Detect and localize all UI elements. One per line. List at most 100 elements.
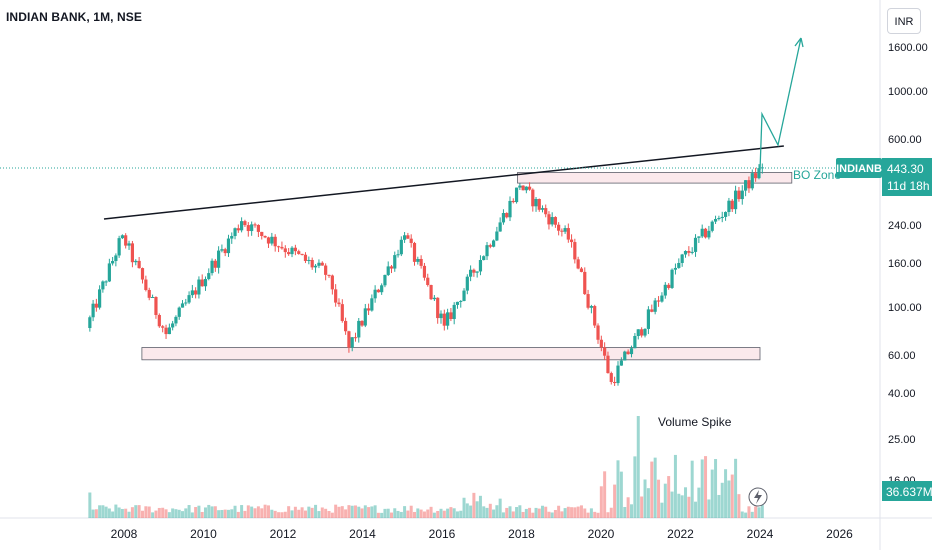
candle-body <box>310 259 314 268</box>
candle-body <box>583 271 587 295</box>
volume-bar <box>270 509 274 518</box>
volume-bar <box>657 479 661 518</box>
volume-bar <box>619 471 623 518</box>
volume-bar <box>690 460 694 518</box>
volume-bar <box>609 507 613 518</box>
candle-body <box>707 230 711 238</box>
volume-bar <box>684 487 688 518</box>
volume-bar <box>91 509 95 518</box>
candle-body <box>609 373 613 382</box>
volume-bar <box>297 509 301 518</box>
drawings: BO Zone Volume Spike <box>0 37 841 507</box>
volume-bar <box>310 507 314 518</box>
volume-bar <box>164 509 168 518</box>
last-price-text: 443.30 <box>887 162 924 176</box>
volume-bar <box>104 506 108 518</box>
candle-body <box>240 221 244 231</box>
candle-body <box>488 245 492 247</box>
candle-body <box>550 217 554 225</box>
chart-title: INDIAN BANK, 1M, NSE <box>6 10 143 24</box>
candle-body <box>263 236 267 238</box>
volume-bar <box>154 510 158 518</box>
candle-body <box>230 236 234 239</box>
volume-bar <box>717 494 721 518</box>
volume-bar <box>303 510 307 518</box>
price-tick-label: 60.00 <box>888 350 916 362</box>
candle-body <box>101 281 105 290</box>
candle-body <box>184 302 188 304</box>
volume-bar <box>337 506 341 518</box>
volume-bar <box>462 497 466 518</box>
volume-bar <box>573 507 577 518</box>
candle-body <box>619 360 623 366</box>
candle-body <box>606 355 610 374</box>
volume-bar <box>409 505 413 518</box>
time-tick-label: 2022 <box>667 527 694 541</box>
volume-bar <box>485 507 489 518</box>
volume-bar <box>576 506 580 518</box>
candle-body <box>383 274 387 286</box>
projection-path <box>759 37 802 171</box>
volume-bar <box>207 504 211 518</box>
volume-bar <box>277 512 281 518</box>
bo-zone-label: BO Zone <box>793 168 841 182</box>
volume-bar <box>422 511 426 518</box>
candle-body <box>353 337 358 339</box>
volume-bar <box>528 507 532 518</box>
candle-body <box>157 314 161 327</box>
candle-body <box>626 351 630 355</box>
volume-bar <box>380 512 384 518</box>
candle-body <box>663 284 667 296</box>
volume-bar <box>236 511 240 518</box>
candle-body <box>465 276 469 291</box>
volume-bar <box>340 506 344 518</box>
volume-bar <box>704 456 708 518</box>
volume-bar <box>710 469 714 518</box>
volume-bar <box>140 510 144 518</box>
volume-bar <box>117 507 121 518</box>
currency-button[interactable]: INR <box>887 8 921 34</box>
candle-body <box>187 295 191 303</box>
candle-body <box>683 250 688 255</box>
candle-body <box>287 252 291 255</box>
price-axis[interactable]: 40.00 60.00 100.00 160.00 240.00 600.00 1000.0… <box>879 0 928 550</box>
candle-body <box>750 173 754 189</box>
volume-bar <box>260 508 264 518</box>
candle-body <box>366 308 371 311</box>
volume-bar <box>426 509 430 518</box>
volume-bar <box>246 505 250 518</box>
volume-bar <box>350 505 354 518</box>
candle-body <box>154 297 158 315</box>
candle-body <box>547 214 551 225</box>
candle-body <box>167 327 171 335</box>
price-tick-label: 1600.00 <box>888 42 928 54</box>
candle-body <box>650 309 654 312</box>
volume-bar <box>550 512 554 518</box>
volume-bar <box>98 505 102 518</box>
volume-bar <box>230 509 234 518</box>
volume-bar <box>633 456 637 518</box>
candle-body <box>569 239 574 243</box>
candle-body <box>207 273 211 279</box>
volume-bar <box>101 505 105 518</box>
volume-bar <box>151 512 155 518</box>
candle-body <box>88 317 92 329</box>
volume-bar <box>314 504 318 518</box>
candle-body <box>629 348 634 355</box>
candle-body <box>293 247 297 252</box>
candle-body <box>579 268 584 272</box>
volume-bar <box>124 508 128 518</box>
candle-body <box>347 331 351 348</box>
candle-body <box>660 295 664 302</box>
volume-bar <box>670 491 674 518</box>
volume-bar <box>636 416 640 518</box>
volume-bar <box>220 509 224 518</box>
volume-bar <box>583 508 587 518</box>
volume-bar <box>436 511 440 518</box>
candle-body <box>576 259 580 269</box>
volume-bar <box>213 506 217 518</box>
volume-bar <box>389 512 393 518</box>
volume-bar <box>498 498 502 518</box>
